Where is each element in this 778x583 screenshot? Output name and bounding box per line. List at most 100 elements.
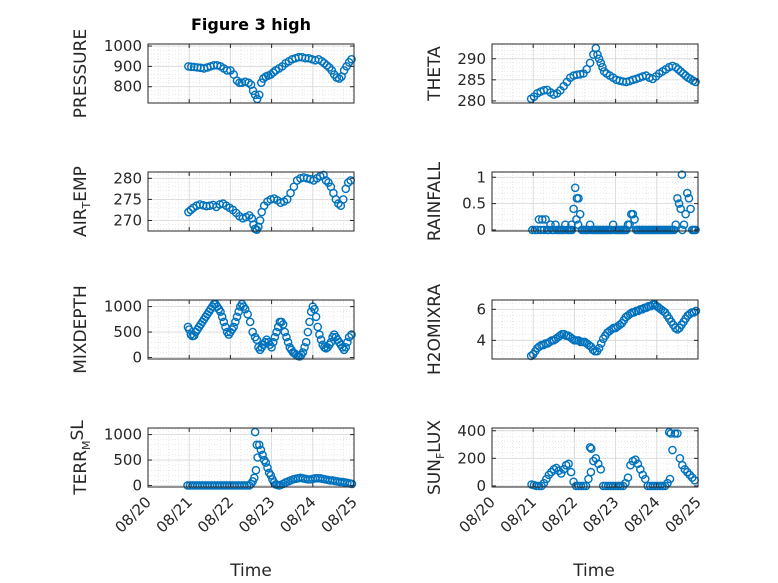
data-point — [251, 465, 261, 475]
data-point — [691, 306, 701, 316]
data-point — [674, 199, 684, 208]
x-tick-label: 08/22 — [194, 493, 237, 536]
data-markers — [183, 299, 356, 361]
data-point — [585, 58, 595, 68]
y-tick-label: 0 — [132, 348, 142, 366]
data-point — [252, 335, 262, 344]
data-point — [678, 225, 687, 235]
data-point — [555, 331, 565, 341]
data-point — [618, 481, 628, 491]
data-point — [263, 463, 272, 472]
subplot-6: 4 6 H2OMIXRA — [425, 284, 701, 375]
data-point — [240, 304, 250, 314]
y-axis-label: PRESSURE — [71, 29, 91, 118]
data-point — [298, 348, 308, 357]
data-point — [554, 466, 564, 476]
data-point — [564, 459, 573, 469]
data-point — [229, 322, 238, 332]
data-point — [217, 312, 227, 322]
data-point — [682, 188, 692, 198]
data-point — [242, 481, 252, 490]
data-point — [681, 209, 690, 219]
data-point — [544, 470, 554, 480]
axes-box — [491, 427, 699, 488]
data-point — [671, 220, 681, 229]
data-point — [283, 337, 293, 347]
data-point — [673, 64, 683, 74]
data-markers — [184, 52, 356, 104]
data-point — [255, 216, 265, 225]
data-point — [186, 205, 196, 215]
data-point — [544, 225, 554, 235]
data-point — [596, 58, 606, 68]
y-tick-label: 400 — [457, 422, 486, 440]
data-point — [244, 78, 253, 87]
data-point — [679, 220, 689, 229]
y-tick-label: 270 — [113, 211, 142, 229]
data-point — [347, 330, 356, 339]
y-tick-label: 900 — [113, 57, 142, 75]
data-markers — [184, 170, 356, 235]
data-point — [300, 342, 309, 352]
data-point — [541, 215, 550, 224]
data-point — [691, 225, 700, 235]
data-point — [338, 195, 348, 204]
y-axis-label: RAINFALL — [425, 161, 445, 241]
figure-title: Figure 3 high — [191, 15, 311, 34]
data-point — [630, 215, 639, 224]
data-point — [568, 334, 577, 344]
data-point — [248, 86, 258, 96]
data-point — [268, 337, 278, 347]
y-tick-label: 4 — [476, 331, 486, 349]
data-point — [222, 66, 232, 75]
x-tick-label: 08/22 — [538, 493, 581, 536]
y-tick-label: 280 — [457, 92, 486, 110]
x-axis-label-left: Time — [229, 561, 272, 581]
data-point — [311, 312, 321, 322]
data-point — [569, 204, 578, 214]
data-point — [625, 220, 634, 229]
data-point — [313, 322, 323, 332]
y-axis-label: TERRMSL — [68, 420, 93, 496]
subplot-4: 0 0.5 1 RAINFALL — [425, 161, 700, 241]
x-tick-label: 08/20 — [456, 493, 499, 536]
x-axis-label-right: Time — [572, 561, 615, 581]
data-point — [677, 170, 687, 179]
data-point — [691, 77, 700, 87]
axes-box — [491, 171, 699, 232]
data-markers — [528, 170, 700, 235]
axes-box — [147, 299, 355, 360]
y-axis-label: SUNFLUX — [425, 420, 447, 495]
data-point — [628, 209, 638, 219]
y-axis-label: AIRTEMP — [71, 166, 93, 237]
data-point — [685, 470, 695, 480]
data-point — [687, 473, 697, 482]
subplot-3: 270 275 280 AIRTEMP — [71, 166, 356, 237]
data-markers — [526, 300, 701, 361]
y-axis-label: H2OMIXRA — [425, 284, 445, 375]
data-point — [686, 204, 695, 214]
data-point — [347, 54, 356, 64]
data-point — [216, 307, 225, 317]
y-tick-label: 500 — [113, 451, 142, 469]
data-point — [673, 194, 682, 203]
x-tick-label: 08/25 — [662, 493, 705, 536]
axes-box — [147, 43, 355, 104]
data-point — [596, 465, 606, 474]
y-tick-label: 0 — [132, 476, 142, 494]
y-axis-label: MIXDEPTH — [71, 285, 91, 374]
data-point — [254, 440, 264, 450]
y-axis-label: THETA — [425, 46, 445, 102]
y-tick-label: 0 — [476, 221, 486, 239]
data-point — [245, 317, 255, 327]
data-point — [566, 467, 576, 477]
data-point — [322, 61, 332, 70]
subplot-2: 280 285 290 THETA — [425, 43, 700, 110]
x-tick-label: 08/21 — [153, 493, 196, 536]
data-point — [344, 332, 354, 342]
data-point — [539, 225, 549, 235]
data-point — [347, 479, 357, 489]
